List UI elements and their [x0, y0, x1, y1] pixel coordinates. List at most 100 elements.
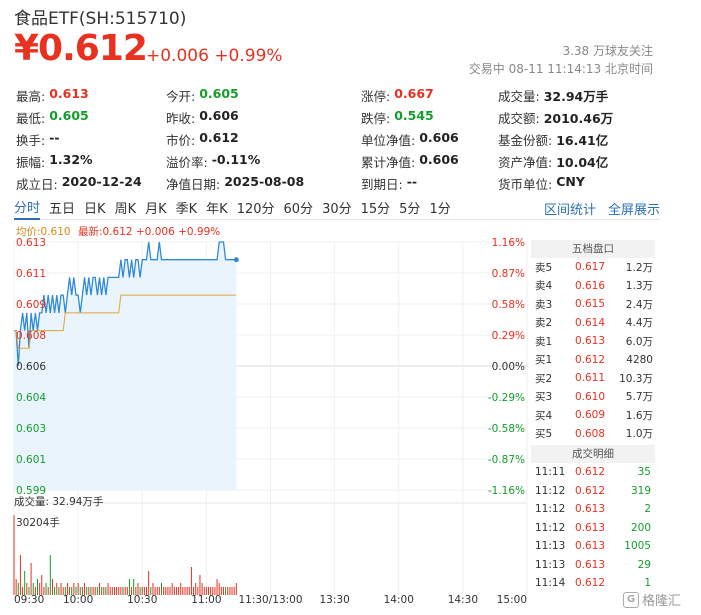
intraday-chart[interactable]: 0.613 0.611 0.609 0.608 0.606 0.604 0.603 0.601…: [0, 238, 530, 608]
volume-bar: [32, 583, 34, 595]
trade-row: 11:12 0.612 319: [531, 482, 655, 501]
orderbook-pr: 0.617: [574, 261, 605, 274]
trade-p: 0.612: [574, 484, 605, 497]
stat-cell: 换手: --: [16, 130, 166, 149]
volume-bar: [210, 587, 212, 595]
tab-4[interactable]: 月K: [145, 202, 167, 217]
tab-11[interactable]: 5分: [399, 202, 421, 217]
volume-bar: [17, 583, 19, 595]
current-price: ¥0.612: [14, 28, 148, 69]
tab-10[interactable]: 15分: [360, 202, 391, 217]
x-tick-label: 11:30/13:00: [238, 594, 302, 606]
followers-count[interactable]: 3.38 万球友关注: [562, 44, 653, 58]
orderbook-pr: 0.614: [574, 316, 605, 329]
stat-cell: 货币单位: CNY: [498, 174, 668, 193]
volume-bar: [193, 587, 195, 595]
stat-value: 2020-12-24: [61, 173, 142, 189]
volume-bar: [180, 583, 182, 595]
stat-value: 0.545: [394, 107, 434, 123]
tab-7[interactable]: 120分: [236, 202, 275, 217]
volume-bar: [81, 587, 83, 595]
volume-bar: [139, 587, 141, 595]
stat-value: --: [406, 173, 418, 189]
volume-bar: [208, 587, 210, 595]
volume-bar: [101, 587, 103, 595]
volume-bar: [54, 587, 56, 595]
x-tick-label: 15:00: [497, 594, 527, 606]
tab-6[interactable]: 年K: [206, 202, 228, 217]
tab-9[interactable]: 30分: [322, 202, 352, 217]
stat-cell: 基金份额: 16.41亿: [498, 130, 668, 149]
tab-0[interactable]: 分时: [14, 197, 41, 220]
volume-label: 成交量: 32.94万手: [14, 496, 104, 508]
volume-bar: [203, 587, 205, 595]
volume-bar: [158, 587, 160, 595]
volume-bar: [146, 587, 148, 595]
volume-bar: [64, 587, 66, 595]
y-tick-label: 0.608: [16, 330, 46, 342]
volume-bar: [62, 587, 64, 595]
tab-5[interactable]: 季K: [175, 202, 198, 217]
tab-1[interactable]: 五日: [49, 202, 76, 217]
tab-12[interactable]: 1分: [429, 202, 451, 217]
orderbook-pr: 0.615: [574, 298, 605, 311]
orderbook-qt: 4.4万: [625, 317, 653, 330]
volume-bar: [99, 583, 100, 595]
stat-cell: 成立日: 2020-12-24: [16, 174, 166, 193]
volume-bar: [26, 583, 28, 595]
stat-value: 32.94万手: [543, 88, 609, 104]
volume-bar: [45, 583, 47, 595]
volume-bar: [165, 587, 167, 595]
stat-value: 0.605: [49, 107, 89, 123]
pct-tick-label: 0.29%: [492, 330, 525, 342]
tab-8[interactable]: 60分: [283, 202, 314, 217]
orderbook-pr: 0.612: [574, 353, 605, 366]
y-tick-label: 0.601: [16, 454, 46, 466]
stat-value: 0.606: [199, 107, 239, 123]
orderbook-lab: 买3: [535, 391, 553, 404]
trade-t: 11:11: [535, 466, 566, 479]
volume-bar: [69, 587, 71, 595]
volume-bar: [141, 587, 143, 595]
orderbook-row: 买1 0.612 4280: [531, 351, 655, 370]
volume-bar: [212, 587, 214, 595]
volume-bar: [163, 587, 165, 595]
stat-key: 换手:: [16, 132, 46, 148]
stat-cell: 跌停: 0.545: [361, 108, 498, 127]
stat-value: 0.605: [199, 85, 239, 101]
range-stats-link[interactable]: 区间统计: [543, 203, 596, 218]
orderbook-qt: 1.0万: [625, 428, 653, 441]
stat-cell: 资产净值: 10.04亿: [498, 152, 668, 171]
stat-value: 16.41亿: [556, 132, 609, 148]
trade-t: 11:14: [535, 577, 566, 590]
x-tick-label: 10:00: [63, 594, 93, 606]
volume-bar: [128, 579, 130, 595]
stat-value: -0.11%: [211, 151, 261, 167]
volume-bar: [75, 587, 77, 595]
pct-tick-label: 0.58%: [492, 299, 525, 311]
stat-key: 市价:: [166, 132, 196, 148]
orderbook-row: 卖4 0.616 1.3万: [531, 277, 655, 296]
orderbook-lab: 买1: [535, 354, 553, 367]
fullscreen-link[interactable]: 全屏展示: [607, 203, 660, 218]
tab-3[interactable]: 周K: [114, 202, 137, 217]
pct-tick-label: 1.16%: [492, 238, 525, 249]
trade-p: 0.613: [574, 558, 605, 571]
pct-tick-label: 0.00%: [492, 361, 525, 373]
orderbook-qt: 1.3万: [625, 280, 653, 293]
trade-row: 11:11 0.612 35: [531, 463, 655, 482]
tab-2[interactable]: 日K: [84, 202, 106, 217]
volume-max: 30204手: [16, 517, 60, 529]
stat-cell: 市价: 0.612: [166, 130, 361, 149]
y-tick-label: 0.604: [16, 392, 46, 404]
orderbook-pr: 0.611: [574, 372, 605, 385]
volume-bar: [131, 587, 133, 595]
pct-tick-label: -1.16%: [488, 485, 525, 497]
orderbook-title: 五档盘口: [531, 240, 655, 258]
volume-bar: [235, 583, 237, 595]
volume-bar: [19, 555, 21, 595]
orderbook-qt: 6.0万: [625, 335, 653, 348]
volume-bar: [77, 583, 79, 595]
chart-legend: 均价:0.610 最新:0.612 +0.006 +0.99%: [16, 224, 220, 239]
volume-bar: [143, 587, 145, 595]
